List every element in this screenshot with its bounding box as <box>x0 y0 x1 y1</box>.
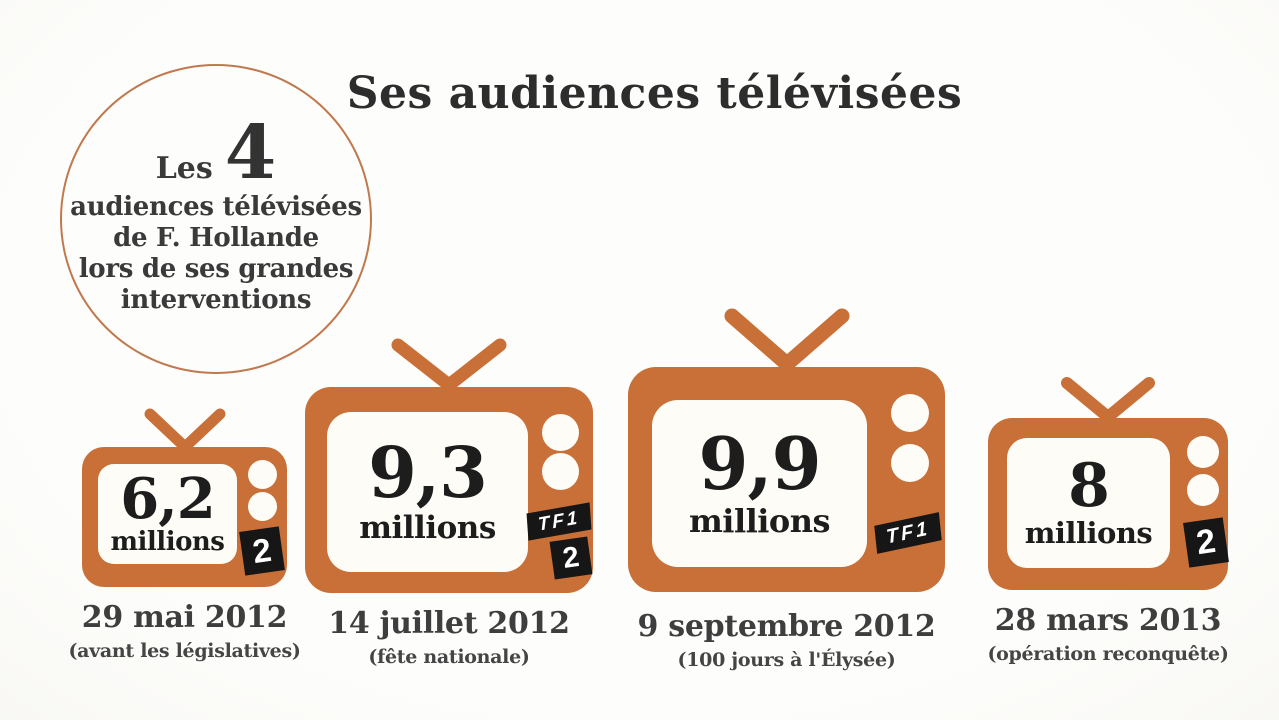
tv-figure: 9,3 millions TF1 2 14 juillet 2012 (fête… <box>305 338 593 668</box>
tv-knob-icon <box>891 444 929 482</box>
tv-knob-icon <box>1187 474 1219 506</box>
broadcast-date: 14 juillet 2012 <box>328 606 570 641</box>
page-title: Ses audiences télévisées <box>346 68 963 119</box>
audience-unit: millions <box>1024 516 1153 550</box>
audience-value: 9,9 <box>698 421 821 507</box>
tv-antenna-icon <box>724 308 849 372</box>
tv-knob-icon <box>248 492 277 521</box>
france2-logo: 2 <box>1183 517 1229 568</box>
tv-screen: 6,2 millions <box>98 464 237 564</box>
tv-screen: 9,3 millions <box>327 412 528 572</box>
audience-unit: millions <box>359 509 496 546</box>
tv-figure: 9,9 millions TF1 9 septembre 2012 (100 j… <box>628 308 945 671</box>
tv-antenna-icon <box>1061 377 1155 423</box>
audience-value: 6,2 <box>120 465 215 532</box>
tv-antenna-icon <box>391 338 507 392</box>
broadcast-date: 9 septembre 2012 <box>637 609 936 644</box>
tv-figure: 6,2 millions 2 29 mai 2012 (avant les lé… <box>68 408 301 662</box>
tv-knob-icon <box>542 414 579 451</box>
tv-knob-icon <box>542 453 579 490</box>
intro-count: 4 <box>224 109 277 196</box>
tv-knob-icon <box>1187 436 1219 468</box>
tv-figure: 8 millions 2 28 mars 2013 (opération rec… <box>987 377 1229 665</box>
intro-circle: Les 4 audiences télévisées de F. Holland… <box>60 64 372 374</box>
broadcast-date: 29 mai 2012 <box>81 600 288 635</box>
intro-line: lors de ses grandes <box>78 254 354 284</box>
tv-knob-icon <box>248 460 277 489</box>
tv-screen: 9,9 millions <box>652 400 867 567</box>
intro-line: de F. Hollande <box>113 222 319 253</box>
broadcast-note: (opération reconquête) <box>987 643 1229 665</box>
audience-value: 9,3 <box>368 431 488 515</box>
audience-unit: millions <box>688 501 831 540</box>
broadcast-note: (avant les législatives) <box>68 640 301 662</box>
intro-line: interventions <box>120 285 312 316</box>
broadcast-note: (fête nationale) <box>368 646 530 668</box>
audience-value: 8 <box>1068 451 1110 521</box>
tv-knob-icon <box>891 394 929 432</box>
intro-prefix: Les <box>155 150 213 186</box>
broadcast-note: (100 jours à l'Élysée) <box>677 649 896 671</box>
intro-description: audiences télévisées de F. Hollande lors… <box>70 192 362 317</box>
france2-logo: 2 <box>549 536 593 580</box>
intro-line: audiences télévisées <box>70 191 362 222</box>
tv-screen: 8 millions <box>1007 438 1170 568</box>
intro-heading: Les 4 <box>155 109 277 196</box>
france2-logo: 2 <box>239 526 285 576</box>
audience-unit: millions <box>110 527 225 558</box>
broadcast-date: 28 mars 2013 <box>994 603 1222 638</box>
